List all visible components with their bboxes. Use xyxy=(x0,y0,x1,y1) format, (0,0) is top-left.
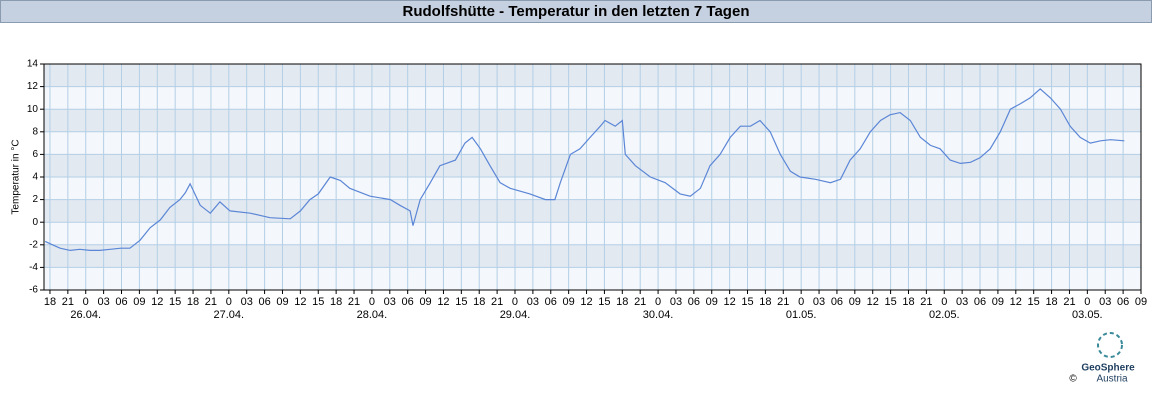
date-label: 26.04. xyxy=(70,309,101,321)
x-tick-label: 0 xyxy=(798,296,804,308)
x-tick-label: 21 xyxy=(1063,296,1075,308)
x-tick-label: 21 xyxy=(62,296,74,308)
x-tick-label: 03 xyxy=(1099,296,1111,308)
x-tick-label: 06 xyxy=(974,296,986,308)
y-tick-label: -6 xyxy=(29,285,38,296)
grid-band xyxy=(44,109,1141,132)
x-tick-label: 12 xyxy=(1010,296,1022,308)
x-tick-label: 15 xyxy=(169,296,181,308)
y-tick-label: 10 xyxy=(27,104,39,115)
x-tick-label: 12 xyxy=(151,296,163,308)
x-tick-label: 12 xyxy=(724,296,736,308)
x-tick-label: 0 xyxy=(83,296,89,308)
y-tick-label: 8 xyxy=(32,126,38,137)
x-tick-label: 15 xyxy=(455,296,467,308)
x-tick-label: 12 xyxy=(867,296,879,308)
x-tick-label: 15 xyxy=(741,296,753,308)
y-tick-label: -2 xyxy=(29,239,38,250)
x-tick-label: 03 xyxy=(527,296,539,308)
y-tick-label: 12 xyxy=(27,81,39,92)
date-label: 01.05. xyxy=(786,309,817,321)
copyright: © xyxy=(1069,374,1077,385)
x-tick-label: 09 xyxy=(276,296,288,308)
x-tick-label: 21 xyxy=(777,296,789,308)
x-tick-label: 15 xyxy=(598,296,610,308)
y-axis-label: Temperatur in °C xyxy=(11,139,22,214)
x-tick-label: 03 xyxy=(384,296,396,308)
grid-band xyxy=(44,244,1141,268)
logo-country: Austria xyxy=(1096,374,1128,385)
x-tick-label: 0 xyxy=(369,296,375,308)
x-tick-label: 03 xyxy=(813,296,825,308)
x-tick-label: 18 xyxy=(616,296,628,308)
x-tick-label: 09 xyxy=(563,296,575,308)
x-tick-label: 15 xyxy=(1028,296,1040,308)
x-tick-label: 18 xyxy=(473,296,485,308)
x-tick-label: 09 xyxy=(133,296,145,308)
plot-area xyxy=(44,63,1142,291)
grid-band xyxy=(44,199,1141,223)
x-tick-label: 09 xyxy=(1135,296,1147,308)
x-tick-label: 12 xyxy=(437,296,449,308)
x-tick-label: 12 xyxy=(294,296,306,308)
x-tick-label: 18 xyxy=(187,296,199,308)
y-tick-label: 2 xyxy=(32,194,38,205)
x-tick-label: 18 xyxy=(330,296,342,308)
x-tick-label: 06 xyxy=(115,296,127,308)
x-tick-label: 09 xyxy=(849,296,861,308)
x-tick-label: 06 xyxy=(545,296,557,308)
x-tick-label: 15 xyxy=(884,296,896,308)
x-tick-label: 21 xyxy=(205,296,217,308)
x-tick-label: 09 xyxy=(419,296,431,308)
y-tick-label: 14 xyxy=(27,59,39,70)
x-tick-label: 0 xyxy=(1084,296,1090,308)
date-label: 28.04. xyxy=(357,309,388,321)
data-line xyxy=(44,88,1125,252)
x-tick-label: 21 xyxy=(348,296,360,308)
x-tick-label: 09 xyxy=(992,296,1004,308)
x-tick-label: 15 xyxy=(312,296,324,308)
x-tick-label: 06 xyxy=(258,296,270,308)
x-tick-label: 06 xyxy=(402,296,414,308)
x-tick-label: 21 xyxy=(634,296,646,308)
x-tick-label: 03 xyxy=(956,296,968,308)
logo: GeoSphere Austria © xyxy=(1069,332,1135,385)
date-label: 02.05. xyxy=(929,309,960,321)
logo-name: GeoSphere xyxy=(1081,363,1135,374)
x-tick-label: 06 xyxy=(688,296,700,308)
x-tick-label: 21 xyxy=(491,296,503,308)
x-tick-label: 18 xyxy=(902,296,914,308)
x-tick-label: 18 xyxy=(44,296,56,308)
x-tick-label: 12 xyxy=(580,296,592,308)
chart-title: Rudolfshütte - Temperatur in den letzten… xyxy=(403,3,750,20)
plot-border xyxy=(43,63,1142,291)
x-tick-label: 18 xyxy=(759,296,771,308)
y-tick-label: 4 xyxy=(32,172,38,183)
x-tick-label: 0 xyxy=(941,296,947,308)
grid-band xyxy=(44,154,1141,177)
x-tick-label: 03 xyxy=(97,296,109,308)
y-tick-label: 0 xyxy=(32,217,38,228)
date-label: 30.04. xyxy=(643,309,674,321)
x-tick-label: 03 xyxy=(241,296,253,308)
logo-icon xyxy=(1097,332,1123,358)
x-tick-label: 06 xyxy=(1117,296,1129,308)
x-tick-label: 0 xyxy=(512,296,518,308)
x-tick-label: 09 xyxy=(706,296,718,308)
x-tick-label: 18 xyxy=(1045,296,1057,308)
grid-band xyxy=(44,64,1141,87)
y-tick-label: 6 xyxy=(32,149,38,160)
x-tick-label: 21 xyxy=(920,296,932,308)
date-label: 29.04. xyxy=(500,309,531,321)
y-tick-label: -4 xyxy=(29,262,38,273)
x-tick-label: 0 xyxy=(655,296,661,308)
x-tick-label: 03 xyxy=(670,296,682,308)
date-label: 03.05. xyxy=(1072,309,1103,321)
date-label: 27.04. xyxy=(214,309,245,321)
x-tick-label: 0 xyxy=(226,296,232,308)
x-tick-label: 06 xyxy=(831,296,843,308)
